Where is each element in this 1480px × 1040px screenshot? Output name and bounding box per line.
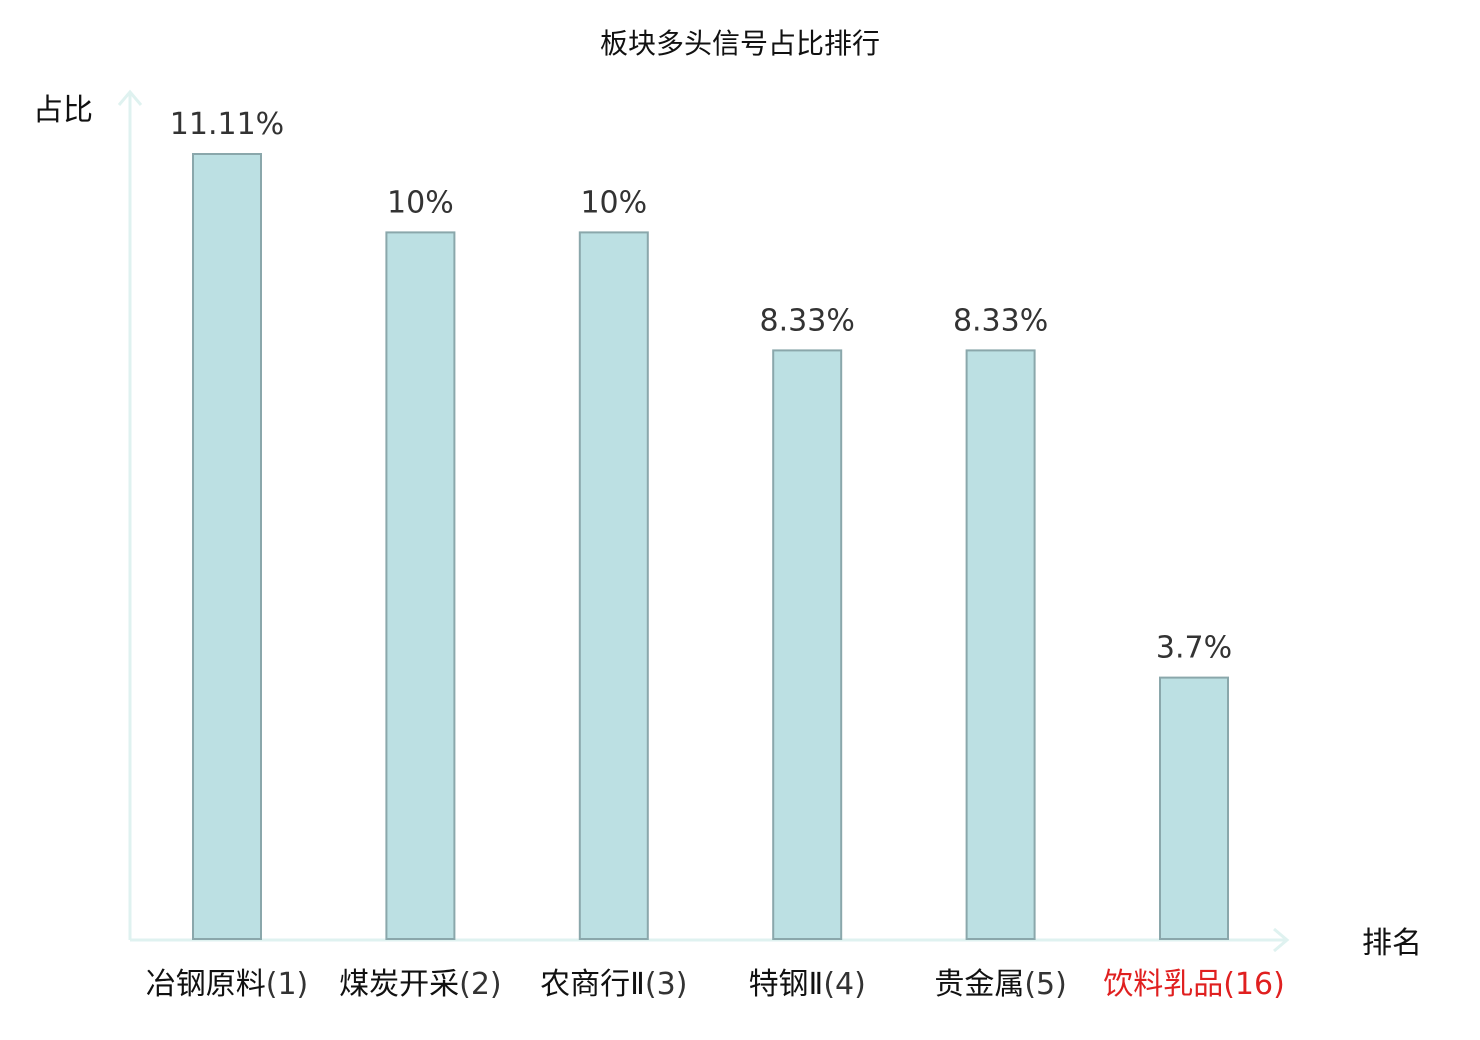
bar: [772, 349, 843, 940]
y-axis: [117, 89, 143, 940]
bar-value-label: 10%: [387, 185, 454, 220]
bar-value-label: 10%: [580, 185, 647, 220]
bar: [192, 153, 262, 940]
category-labels: 冶钢原料(1) 煤炭开采(2) 农商行Ⅱ(3) 特钢Ⅱ(4) 贵金属(5) 饮料乳品(16…: [146, 967, 1285, 1002]
category-label: 饮料乳品(16): [1103, 967, 1285, 1002]
bar-value-label: 8.33%: [760, 303, 855, 338]
category-label: 冶钢原料(1): [146, 967, 309, 1002]
category-rank: (5): [1024, 967, 1067, 1002]
category-rank: (1): [266, 967, 309, 1002]
y-axis-title: 占比: [33, 93, 93, 128]
bar: [385, 231, 456, 940]
bar: [1159, 676, 1229, 940]
bar: [578, 231, 649, 940]
category-rank: (4): [823, 967, 866, 1002]
category-rank: (3): [645, 967, 688, 1002]
category-label: 贵金属(5): [934, 967, 1067, 1002]
category-name: 农商行Ⅱ: [540, 967, 645, 1002]
category-name: 饮料乳品: [1103, 967, 1223, 1002]
category-name: 特钢Ⅱ: [749, 967, 824, 1002]
category-label: 煤炭开采(2): [339, 967, 502, 1002]
bar-value-label: 3.7%: [1156, 631, 1232, 666]
chart-title: 板块多头信号占比排行: [600, 27, 880, 60]
category-label: 农商行Ⅱ(3): [540, 967, 687, 1002]
category-rank: (2): [459, 967, 502, 1002]
x-axis: [130, 927, 1290, 953]
value-labels: 11.11% 10% 10% 8.33% 8.33% 3.7%: [170, 107, 1232, 666]
bar-value-label: 8.33%: [953, 303, 1048, 338]
category-label: 特钢Ⅱ(4): [749, 967, 866, 1002]
bars: [192, 153, 1229, 940]
bar-value-label: 11.11%: [170, 107, 284, 142]
category-name: 冶钢原料: [146, 967, 266, 1002]
category-rank: (16): [1223, 967, 1285, 1002]
bar: [965, 349, 1036, 940]
category-name: 煤炭开采: [339, 967, 459, 1002]
x-axis-title: 排名: [1362, 926, 1422, 961]
category-name: 贵金属: [934, 967, 1024, 1002]
